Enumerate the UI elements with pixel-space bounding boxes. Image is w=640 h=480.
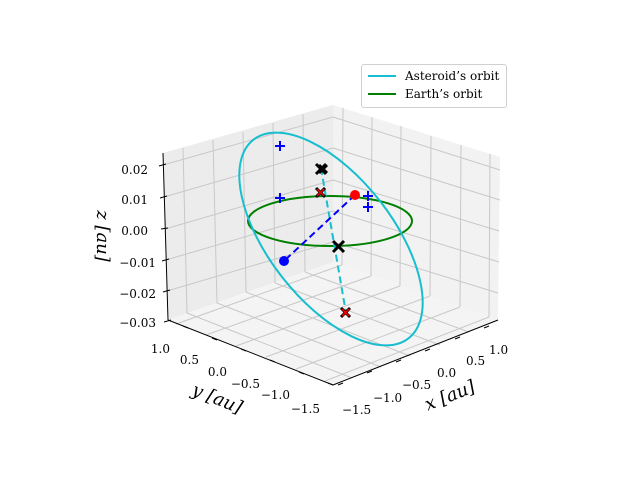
y-tick-label: −0.5 <box>231 377 260 391</box>
x-mark-icon <box>341 308 350 317</box>
y-tick-labels: 1.0 0.5 0.0 −0.5 −1.0 −1.5 <box>151 342 320 416</box>
asteroid-orbit <box>238 131 424 347</box>
legend-item-earth-orbit: Earth’s orbit <box>368 85 482 103</box>
y-tick-label: 0.0 <box>208 365 227 379</box>
z-tick-label: −0.01 <box>119 256 156 270</box>
axes-lines <box>162 152 499 386</box>
x-tick-label: 1.0 <box>489 343 508 357</box>
y-tick-label: 0.5 <box>180 353 199 367</box>
right-pane <box>333 105 500 320</box>
z-tick-label: −0.02 <box>119 287 156 301</box>
z-tick-labels: 0.02 0.01 0.00 −0.01 −0.02 −0.03 <box>119 163 156 330</box>
y-axis-line <box>167 319 334 386</box>
z-ticks <box>158 163 172 323</box>
x-tick-label: −1.5 <box>342 403 371 417</box>
grid-floor <box>175 264 490 382</box>
x-mark-icon <box>317 163 329 175</box>
x-tick-label: −1.0 <box>373 391 402 405</box>
left-pane <box>163 105 333 320</box>
x-tick-label: 0.0 <box>437 366 456 380</box>
legend-swatch-cyan <box>368 75 396 77</box>
legend-swatch-green <box>368 93 396 95</box>
x-tick-labels: −1.5 −1.0 −0.5 0.0 0.5 1.0 <box>342 343 508 417</box>
earth-asteroid-line <box>283 194 356 262</box>
projected-x-markers <box>316 188 350 317</box>
plus-icon <box>363 191 373 201</box>
y-tick-label: 1.0 <box>151 342 170 356</box>
x-axis-line <box>332 319 499 386</box>
node-line <box>320 167 347 314</box>
plus-icon <box>275 141 285 151</box>
plus-icon <box>363 202 373 212</box>
y-ticks <box>182 325 334 386</box>
earth-orbit <box>247 195 413 247</box>
y-tick-label: −1.5 <box>291 402 320 416</box>
grid-right <box>332 107 501 318</box>
z-axis-label: z [au] <box>92 209 113 263</box>
grid-left <box>162 113 334 314</box>
asteroid-position-marker <box>279 256 289 266</box>
z-tick-label: 0.00 <box>121 224 148 238</box>
z-tick-label: 0.01 <box>121 193 148 207</box>
z-tick-label: −0.03 <box>119 316 156 330</box>
z-tick-label: 0.02 <box>121 163 148 177</box>
legend-label: Earth’s orbit <box>405 87 483 101</box>
x-mark-icon <box>316 188 325 197</box>
y-tick-label: −1.0 <box>261 388 290 402</box>
x-mark-icon <box>331 239 346 254</box>
legend: Asteroid’s orbit Earth’s orbit <box>361 64 507 108</box>
reference-plus-markers <box>275 141 373 212</box>
legend-label: Asteroid’s orbit <box>405 69 500 83</box>
x-tick-label: 0.5 <box>466 354 485 368</box>
legend-item-asteroid-orbit: Asteroid’s orbit <box>368 67 499 85</box>
x-tick-label: −0.5 <box>402 378 431 392</box>
x-ticks <box>337 325 490 386</box>
earth-position-marker <box>350 190 360 200</box>
floor-pane <box>168 262 498 385</box>
z-axis-line <box>162 152 169 321</box>
plus-icon <box>275 193 285 203</box>
